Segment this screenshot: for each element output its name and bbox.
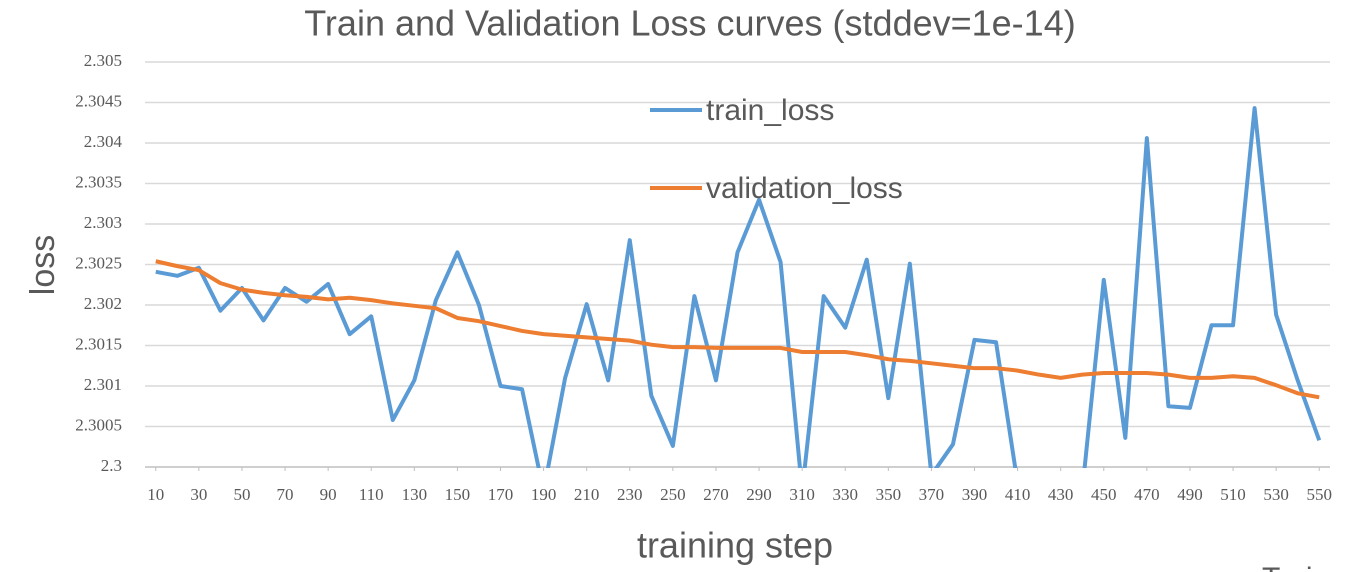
annotation: Train xyxy=(1262,562,1329,572)
legend-label: validation_loss xyxy=(706,172,903,205)
x-tick-label: 210 xyxy=(574,485,600,504)
x-tick-label: 370 xyxy=(919,485,945,504)
chart-title: Train and Validation Loss curves (stddev… xyxy=(304,3,1075,44)
x-tick-label: 30 xyxy=(190,485,207,504)
x-tick-label: 330 xyxy=(832,485,858,504)
x-tick-label: 230 xyxy=(617,485,643,504)
x-tick-label: 70 xyxy=(277,485,294,504)
x-tick-label: 270 xyxy=(703,485,729,504)
x-tick-label: 530 xyxy=(1263,485,1289,504)
grid: 2.3 2.3005 2.301 2.3015 2.302 2.3025 2.303 2.30… xyxy=(75,51,1332,504)
x-tick-label: 470 xyxy=(1134,485,1160,504)
y-tick-label: 2.3035 xyxy=(75,172,122,191)
x-tick-label: 290 xyxy=(746,485,772,504)
series-line xyxy=(155,106,1322,468)
y-tick-label: 2.3025 xyxy=(75,253,122,272)
x-tick-label: 510 xyxy=(1220,485,1246,504)
x-tick-label: 390 xyxy=(962,485,988,504)
x-tick-label: 10 xyxy=(147,485,164,504)
y-tick-label: 2.303 xyxy=(84,213,122,232)
x-tick-label: 130 xyxy=(402,485,428,504)
x-tick-label: 110 xyxy=(359,485,384,504)
x-tick-label: 350 xyxy=(876,485,902,504)
legend: train_loss validation_loss xyxy=(650,94,903,205)
legend-label: train_loss xyxy=(706,94,834,127)
x-tick-label: 170 xyxy=(488,485,514,504)
y-tick-label: 2.3015 xyxy=(75,334,122,353)
x-tick-label: 430 xyxy=(1048,485,1074,504)
y-tick-label: 2.302 xyxy=(84,294,122,313)
y-axis-label: loss xyxy=(24,235,62,295)
x-tick-label: 490 xyxy=(1177,485,1203,504)
y-tick-label: 2.305 xyxy=(84,51,122,70)
series-line xyxy=(155,259,1320,400)
y-tick-label: 2.301 xyxy=(84,375,122,394)
x-tick-label: 90 xyxy=(320,485,337,504)
x-axis-label: training step xyxy=(637,525,833,566)
x-tick-label: 250 xyxy=(660,485,686,504)
y-tick-label: 2.304 xyxy=(84,132,123,151)
y-tick-label: 2.3005 xyxy=(75,415,122,434)
x-tick-label: 450 xyxy=(1091,485,1117,504)
x-tick-label: 310 xyxy=(789,485,815,504)
y-tick-label: 2.3045 xyxy=(75,91,122,110)
x-tick-label: 150 xyxy=(445,485,471,504)
plot-area xyxy=(155,106,1322,468)
y-tick-label: 2.3 xyxy=(101,456,122,475)
x-tick-label: 550 xyxy=(1306,485,1332,504)
x-tick-label: 410 xyxy=(1005,485,1031,504)
x-tick-label: 190 xyxy=(531,485,557,504)
x-tick-label: 50 xyxy=(233,485,250,504)
